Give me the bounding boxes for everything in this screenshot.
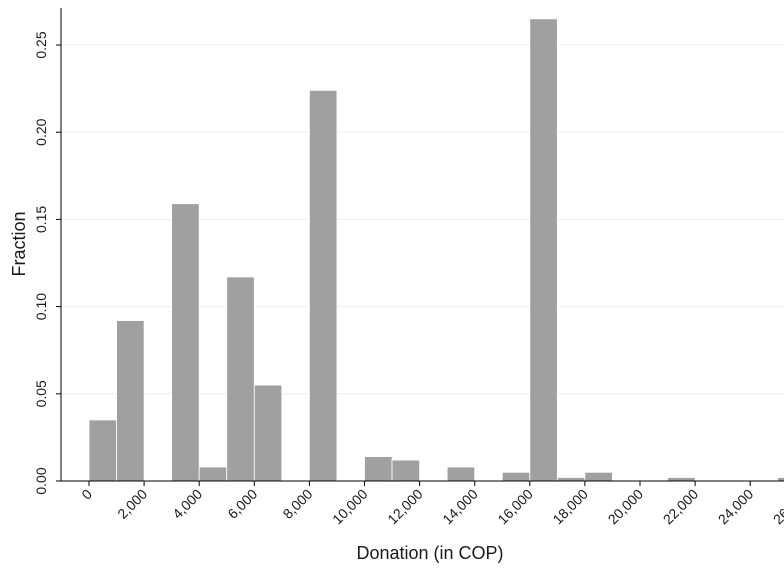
x-tick-label: 4,000 — [169, 486, 205, 522]
x-tick-label: 18,000 — [549, 486, 591, 528]
histogram-bar — [501, 471, 531, 482]
x-tick-label: 0 — [78, 486, 95, 503]
x-tick-label: 10,000 — [329, 486, 371, 528]
y-axis-title: Fraction — [9, 211, 29, 276]
histogram-bar — [88, 419, 117, 482]
histogram-bar — [556, 477, 586, 482]
histogram-bar — [116, 320, 145, 482]
bars — [88, 18, 784, 482]
tick-labels: 0.00 0.05 0.10 0.15 0.20 0.25 0 2,000 4,000 6,000… — [33, 31, 784, 527]
x-tick-label: 26,000 — [770, 486, 784, 528]
y-tick-label: 0.20 — [33, 118, 49, 145]
histogram-bar — [308, 89, 338, 482]
x-tick-label: 14,000 — [439, 486, 481, 528]
y-tick-label: 0.00 — [33, 467, 49, 494]
x-tick-label: 12,000 — [384, 486, 426, 528]
y-tick-label: 0.10 — [33, 293, 49, 320]
histogram-bar — [529, 18, 558, 482]
y-tick-label: 0.15 — [33, 206, 49, 233]
histogram-bar — [667, 477, 696, 482]
x-tick-label: 16,000 — [494, 486, 536, 528]
histogram-bar — [226, 276, 255, 482]
axes — [56, 8, 784, 486]
histogram-bar — [171, 203, 200, 482]
histogram-bar — [584, 471, 613, 482]
y-tick-label: 0.05 — [33, 380, 49, 407]
histogram-bar — [198, 466, 228, 482]
x-tick-label: 24,000 — [715, 486, 757, 528]
x-tick-label: 6,000 — [224, 486, 260, 522]
histogram-bar — [446, 466, 476, 482]
histogram-bar — [364, 456, 393, 482]
y-tick-label: 0.25 — [33, 31, 49, 58]
histogram-bar — [253, 384, 283, 482]
x-tick-label: 22,000 — [660, 486, 702, 528]
histogram-bar — [391, 459, 420, 482]
x-axis-title: Donation (in COP) — [356, 543, 503, 563]
x-tick-label: 20,000 — [605, 486, 647, 528]
x-tick-label: 2,000 — [114, 486, 150, 522]
gridlines — [61, 44, 784, 395]
histogram-bar — [777, 477, 784, 482]
x-tick-label: 8,000 — [279, 486, 315, 522]
